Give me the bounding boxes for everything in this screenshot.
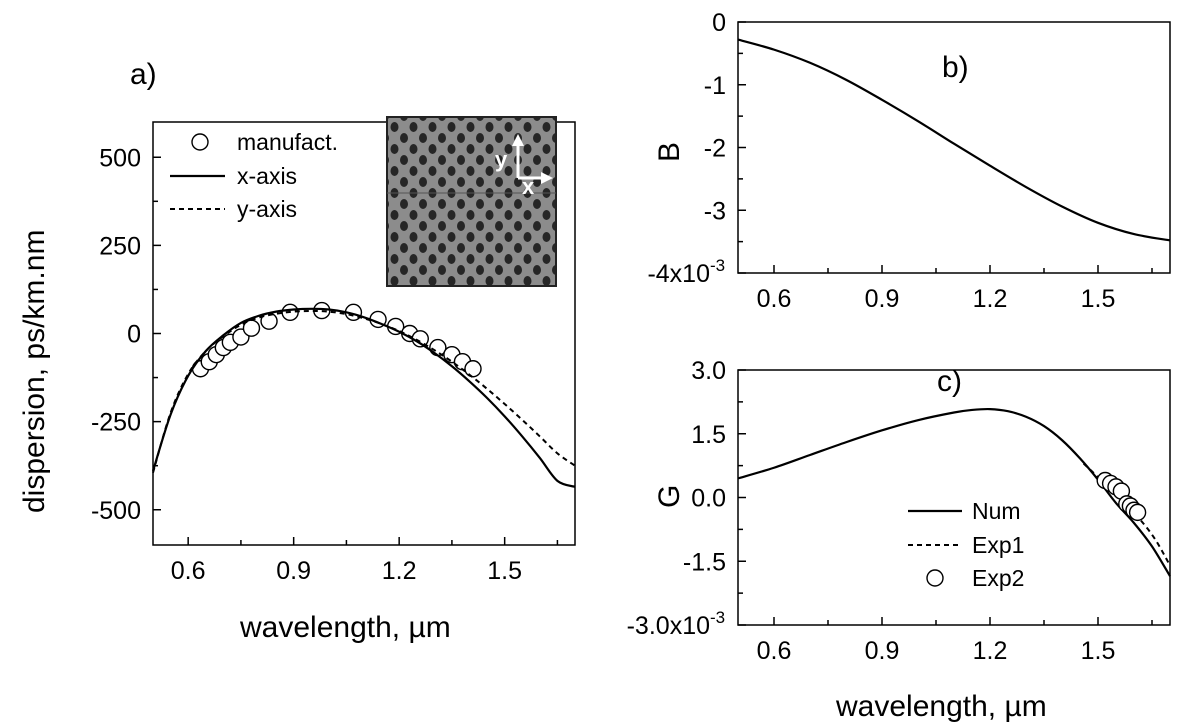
x-tick-label: 0.6 (757, 285, 792, 313)
y-tick-label: 0.0 (691, 485, 726, 513)
inset-x-label: x (522, 174, 535, 199)
legend-c: Num Exp1 Exp2 (908, 498, 1024, 591)
y-tick-label: 1.5 (691, 421, 726, 449)
x-tick-label: 1.5 (487, 557, 522, 585)
x-tick-label: 1.2 (973, 285, 1008, 313)
inset-y-label: y (495, 147, 508, 172)
x-tick-label: 0.6 (171, 557, 206, 585)
y-tick-label: 0 (712, 9, 726, 37)
y-tick-label: 0 (127, 321, 141, 349)
legend-label-manufact: manufact. (237, 129, 338, 155)
series-b (737, 38, 1171, 242)
legend-marker-exp2 (926, 569, 944, 587)
legend-label-y-axis: y-axis (237, 196, 297, 222)
x-axis-label-c: wavelength, µm (835, 690, 1047, 723)
y-axis-label-a: dispersion, ps/km.nm (18, 230, 51, 513)
series-a (151, 301, 576, 488)
series-line-y-axis (152, 309, 576, 474)
panel-b: b) 0-1-2-3-4x10 -3 0.6 0.9 1.2 1.5 B (647, 9, 1171, 313)
x-tick-label: 0.9 (276, 557, 311, 585)
y-axis-label-b: B (653, 142, 686, 162)
x-tick-label: 1.5 (1081, 285, 1116, 313)
y-tick-label: -1 (704, 72, 726, 100)
x-tick-label: 0.6 (757, 637, 792, 665)
series-c (737, 407, 1171, 577)
legend-label-exp1: Exp1 (972, 532, 1024, 558)
y-axis-label-c: G (653, 485, 686, 508)
y-tick-label: -3 (704, 197, 726, 225)
x-ticks-a: 0.6 0.9 1.2 1.5 (171, 537, 559, 585)
x-tick-label: 1.2 (382, 557, 417, 585)
y-tick-label: 500 (99, 144, 141, 172)
y-tick-label: -500 (91, 497, 141, 525)
y-ticks-a: 500 250 0 -250 -500 (91, 144, 161, 525)
x-ticks-c: 0.6 0.9 1.2 1.5 (757, 617, 1153, 665)
y-ticks-c: 3.0 1.5 0.0 -1.5 -3.0x10 -3 (627, 357, 746, 640)
panel-c: c) 3.01.50.0-1.5-3.0x10 -3 0.6 0.9 1.2 1.5 w… (627, 357, 1171, 723)
panel-label-a: a) (130, 58, 157, 91)
y-tick-label: -250 (91, 409, 141, 437)
y-tick-exponent: -3 (710, 256, 725, 275)
x-tick-label: 1.2 (973, 637, 1008, 665)
x-tick-label: 1.5 (1081, 637, 1116, 665)
data-point-exp2 (1128, 503, 1147, 522)
series-line-num (737, 407, 1171, 577)
y-tick-label: -4x10 (647, 260, 710, 288)
x-ticks-b: 0.6 0.9 1.2 1.5 (757, 265, 1153, 313)
y-tick-label: -3.0x10 (627, 612, 710, 640)
x-tick-label: 0.9 (865, 637, 900, 665)
x-axis-label-a: wavelength, µm (239, 611, 451, 644)
legend-label-x-axis: x-axis (237, 163, 297, 189)
panel-a: a) 500 250 0 -250 -500 0.6 0.9 1.2 1.5 waveleng… (18, 58, 576, 644)
series-line-x-axis (151, 307, 576, 488)
legend-label-num: Num (972, 498, 1021, 524)
y-tick-label: 3.0 (691, 357, 726, 385)
fiber-inset-image: y x (386, 116, 557, 287)
y-tick-exponent: -3 (710, 608, 725, 627)
y-tick-label: -1.5 (683, 548, 726, 576)
legend-marker-manufact (191, 133, 209, 151)
y-tick-label: 250 (99, 232, 141, 260)
legend-a: manufact. x-axis y-axis (170, 129, 338, 222)
data-point-manufact (464, 360, 482, 378)
x-tick-label: 0.9 (865, 285, 900, 313)
plot-frame-c (737, 369, 1171, 626)
series-line-series-0 (737, 38, 1171, 242)
y-ticks-b: 0-1-2-3-4x10 -3 (647, 9, 746, 288)
legend-label-exp2: Exp2 (972, 565, 1024, 591)
panel-label-b: b) (942, 51, 969, 84)
y-tick-label: -2 (704, 135, 726, 163)
